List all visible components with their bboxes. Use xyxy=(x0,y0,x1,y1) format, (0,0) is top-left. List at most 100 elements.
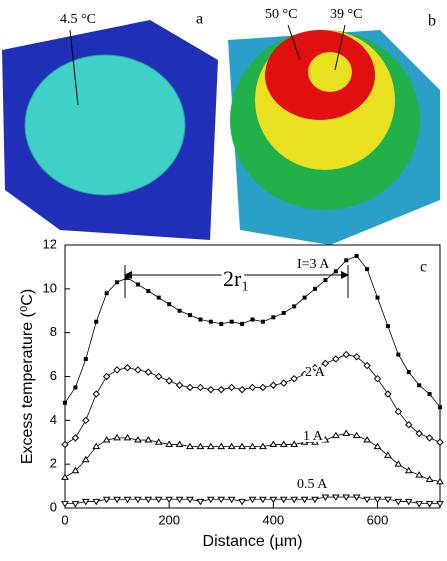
data-point xyxy=(62,502,68,507)
data-point xyxy=(343,495,349,500)
data-point xyxy=(188,313,192,317)
data-point xyxy=(239,387,245,393)
data-point xyxy=(406,468,412,473)
data-point xyxy=(270,382,276,388)
data-point xyxy=(145,369,151,375)
data-point xyxy=(218,444,224,449)
data-point xyxy=(438,405,442,409)
data-point xyxy=(63,401,67,405)
data-point xyxy=(376,296,380,300)
data-point xyxy=(343,352,349,358)
data-point xyxy=(281,497,287,502)
data-point xyxy=(219,322,223,326)
y-tick-label: 4 xyxy=(50,412,57,427)
data-point xyxy=(178,309,182,313)
data-point xyxy=(105,291,109,295)
data-point xyxy=(166,378,172,384)
data-point xyxy=(375,497,381,502)
data-point xyxy=(218,497,224,502)
data-point xyxy=(229,384,235,390)
data-point xyxy=(386,324,390,328)
data-point xyxy=(343,430,349,435)
data-point xyxy=(291,497,297,502)
data-point xyxy=(146,289,150,293)
x-tick-label: 0 xyxy=(61,512,68,527)
data-point xyxy=(93,391,99,397)
y-tick-label: 10 xyxy=(43,280,57,295)
data-point xyxy=(218,387,224,393)
series-label: I=3 A xyxy=(297,257,330,272)
data-point xyxy=(198,318,202,322)
data-point xyxy=(281,441,287,446)
data-point xyxy=(72,435,78,441)
data-point xyxy=(292,304,296,308)
data-point xyxy=(239,499,245,504)
data-point xyxy=(115,280,119,284)
x-tick-label: 600 xyxy=(367,512,389,527)
series-line xyxy=(65,355,440,445)
data-point xyxy=(395,499,401,504)
data-point xyxy=(270,441,276,446)
data-point xyxy=(416,502,422,507)
x-tick-label: 400 xyxy=(262,512,284,527)
data-point xyxy=(135,367,141,373)
data-point xyxy=(125,435,131,440)
panel-label: b xyxy=(428,13,436,30)
data-point xyxy=(156,374,162,380)
data-point xyxy=(313,287,317,291)
data-point xyxy=(177,441,183,446)
data-point xyxy=(83,417,89,423)
data-point xyxy=(281,380,287,386)
data-point xyxy=(270,497,276,502)
data-point xyxy=(427,502,433,507)
data-point xyxy=(62,441,68,447)
data-point xyxy=(93,444,99,449)
data-point xyxy=(407,370,411,374)
annotation: 2r₁ xyxy=(223,266,249,291)
data-point xyxy=(197,499,203,504)
data-point xyxy=(93,499,99,504)
data-point xyxy=(84,357,88,361)
data-point xyxy=(396,353,400,357)
data-point xyxy=(260,497,266,502)
data-point xyxy=(428,392,432,396)
data-point xyxy=(135,497,141,502)
data-point xyxy=(136,282,140,286)
data-point xyxy=(197,384,203,390)
y-tick-label: 12 xyxy=(43,236,57,251)
data-point xyxy=(208,387,214,393)
panel-label: a xyxy=(196,11,203,28)
panel-a: 4.5 °C a xyxy=(2,11,218,240)
data-point xyxy=(260,384,266,390)
data-point xyxy=(126,276,130,280)
data-point xyxy=(73,385,77,389)
data-point xyxy=(167,302,171,306)
data-point xyxy=(240,322,244,326)
y-tick-label: 8 xyxy=(50,324,57,339)
data-point xyxy=(125,497,131,502)
data-point xyxy=(114,367,120,373)
data-point xyxy=(62,474,68,479)
y-tick-label: 0 xyxy=(50,499,57,514)
data-point xyxy=(125,365,131,371)
data-point xyxy=(291,376,297,382)
data-point xyxy=(156,497,162,502)
data-point xyxy=(365,267,369,271)
data-point xyxy=(177,382,183,388)
x-axis-label: Distance (µm) xyxy=(203,533,303,550)
y-tick-label: 2 xyxy=(50,456,57,471)
plot-frame xyxy=(65,245,440,508)
data-point xyxy=(302,497,308,502)
x-tick-label: 200 xyxy=(158,512,180,527)
data-point xyxy=(230,320,234,324)
data-point xyxy=(417,383,421,387)
data-point xyxy=(208,444,214,449)
data-point xyxy=(145,497,151,502)
data-point xyxy=(229,444,235,449)
data-point xyxy=(323,278,327,282)
data-point xyxy=(197,444,203,449)
data-point xyxy=(312,497,318,502)
data-point xyxy=(334,269,338,273)
data-point xyxy=(355,254,359,258)
